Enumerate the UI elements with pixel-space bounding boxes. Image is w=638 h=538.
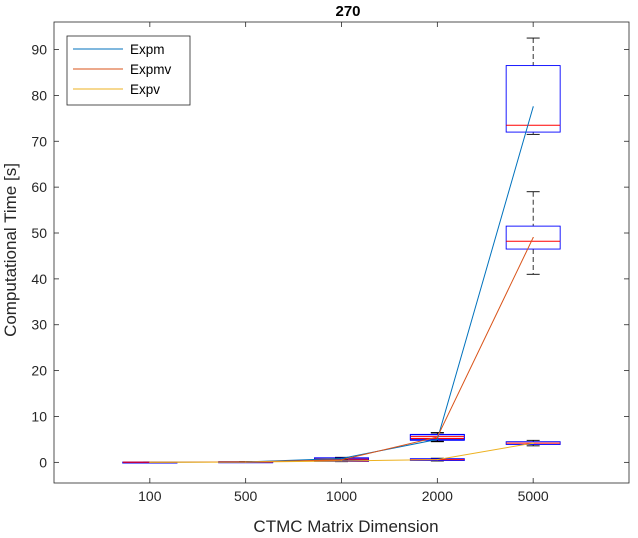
series-point-expv-100 [149,461,151,463]
series-line-expm [149,106,534,463]
series-point-expm-2000 [436,438,438,441]
x-tick-label: 2000 [422,488,453,504]
y-tick-label: 30 [31,317,47,333]
series-point-expm-1000 [340,457,343,460]
box-5000-expmv [505,191,561,275]
axes: 0 10 20 30 40 50 60 70 80 90 100 500 1000 2000 5000 [31,21,630,504]
x-axis-label: CTMC Matrix Dimension [253,517,438,536]
y-axis-label: Computational Time [s] [1,163,20,337]
series-point-expv-2000 [436,459,438,461]
x-tick-label: 5000 [518,488,549,504]
y-tick-label: 10 [31,408,47,424]
chart-title: 270 [335,3,360,20]
series-point-expv-500 [245,461,247,463]
legend-label-expm: Expm [130,42,165,57]
x-tick-label: 500 [234,488,258,504]
box-iqr [505,65,561,133]
series-point-expm-5000 [532,106,534,108]
legend-label-expv: Expv [130,82,160,97]
x-tick-label: 1000 [326,488,357,504]
y-tick-label: 60 [31,179,47,195]
series-point-expv-5000 [532,442,534,444]
legend: Expm Expmv Expv [66,35,191,106]
y-tick-label: 0 [39,454,47,470]
plot-area [122,37,561,464]
box-iqr [505,225,561,250]
legend-box [66,35,191,106]
y-tick-label: 80 [31,87,47,103]
x-tick-label: 100 [138,488,162,504]
y-tick-label: 40 [31,271,47,287]
legend-label-expmv: Expmv [130,62,172,77]
series-point-expmv-2000 [436,436,438,438]
series-point-expmv-1000 [340,459,343,461]
box-5000-expm [505,37,561,135]
y-tick-label: 20 [31,363,47,379]
series-point-expv-1000 [340,460,343,462]
y-tick-label: 50 [31,225,47,241]
y-tick-label: 70 [31,133,47,149]
series-point-expmv-5000 [532,236,534,239]
series-line-expmv [149,237,534,463]
y-tick-label: 90 [31,42,47,58]
